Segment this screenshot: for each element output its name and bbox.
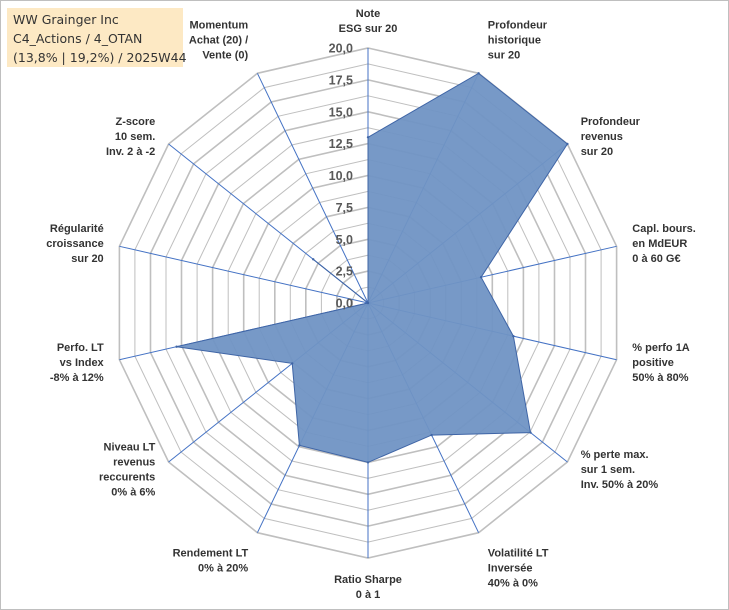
tick-label: 17,5 xyxy=(329,73,353,87)
data-point xyxy=(298,444,301,447)
tick-label: 7,5 xyxy=(336,201,353,215)
data-point xyxy=(430,433,433,437)
category-label: Momentum Achat (20) / Vente (0) xyxy=(189,19,249,61)
category-label: Z-score 10 sem. Inv. 2 à -2 xyxy=(106,116,155,158)
category-label: % perfo 1A positive 50% à 80% xyxy=(632,342,690,384)
tick-label: 5,0 xyxy=(336,233,353,247)
category-label: Profondeur revenus sur 20 xyxy=(581,116,641,158)
data-point xyxy=(366,136,370,139)
chart-title-category: C4_Actions / 4_OTAN xyxy=(13,31,143,46)
data-point xyxy=(366,301,370,305)
axis-spoke xyxy=(256,73,369,304)
category-label: Ratio Sharpe 0 à 1 xyxy=(334,574,402,601)
data-point xyxy=(479,276,483,279)
tick-label: 2,5 xyxy=(336,265,353,279)
category-label: Capl. bours. en MdEUR 0 à 60 G€ xyxy=(632,223,696,265)
tick-label: 20,0 xyxy=(329,42,353,56)
category-label: Note ESG sur 20 xyxy=(339,8,398,35)
chart-title-company: WW Grainger Inc xyxy=(13,12,119,27)
chart-title-box: WW Grainger Inc C4_Actions / 4_OTAN (13,… xyxy=(7,8,187,67)
data-area xyxy=(175,72,569,464)
tick-labels: 0,0 2,5 5,0 7,5 10,0 12,5 15,0 17,5 20,0 xyxy=(329,42,353,311)
category-label: Rendement LT 0% à 20% xyxy=(173,548,249,575)
tick-label: 10,0 xyxy=(329,169,353,183)
data-point xyxy=(312,258,315,261)
tick-label: 12,5 xyxy=(329,137,353,151)
category-label: Niveau LT revenus reccurents 0% à 6% xyxy=(99,442,156,499)
category-label: Perfo. LT vs Index -8% à 12% xyxy=(50,342,105,384)
category-label: Régularité croissance sur 20 xyxy=(46,223,103,265)
data-point xyxy=(366,461,370,464)
data-point xyxy=(175,345,178,348)
category-label: % perte max. sur 1 sem. Inv. 50% à 20% xyxy=(581,449,659,491)
data-point xyxy=(291,362,294,365)
data-point xyxy=(566,142,569,146)
category-label: Volatilité LT Inversée 40% à 0% xyxy=(488,548,549,590)
data-point xyxy=(477,72,480,75)
axis-spoke xyxy=(119,245,369,304)
data-point xyxy=(512,335,515,338)
tick-label: 15,0 xyxy=(329,105,353,119)
data-point xyxy=(529,431,532,434)
tick-label: 0,0 xyxy=(336,297,353,311)
chart-title-stats: (13,8% | 19,2%) / 2025W44 xyxy=(13,50,187,65)
category-labels: Note ESG sur 20 Profondeur historique sur 20… xyxy=(46,8,696,601)
category-label: Profondeur historique sur 20 xyxy=(488,19,548,61)
